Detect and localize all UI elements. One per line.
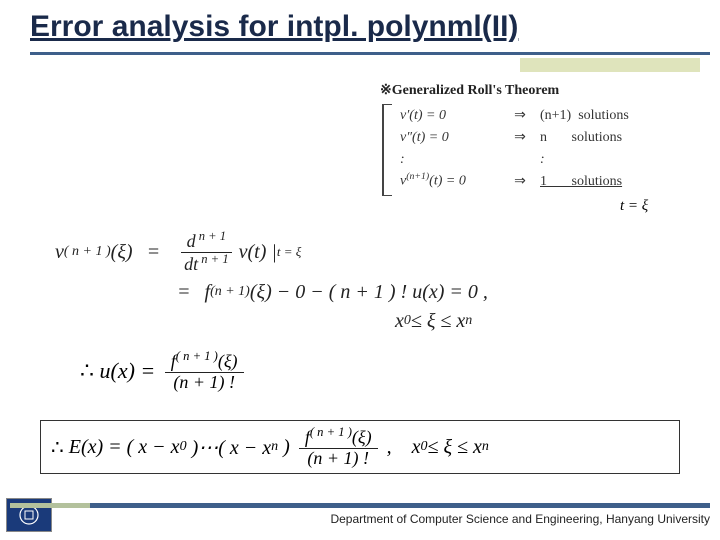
l3-sub0: 0 (404, 313, 411, 329)
rolls-eq-4-b: (t) = 0 (429, 174, 466, 189)
u-frac-den: (n + 1) ! (167, 373, 241, 393)
footer-text: Department of Computer Science and Engin… (330, 512, 710, 526)
res-lhs-a: E(x) = ( x − x (64, 436, 180, 459)
implies-arrow: ⇒ (500, 105, 540, 126)
l1-lhs-sup: ( n + 1 ) (64, 244, 111, 260)
derivation-main: v ( n + 1 ) (ξ) = d n + 1 dt n + 1 v(t) … (55, 230, 488, 339)
footer-accent (10, 503, 90, 508)
accent-decor (520, 58, 700, 72)
rolls-sol-3: : (540, 149, 680, 170)
rolls-eq-1: v′(t) = 0 (400, 105, 500, 126)
l1-lhs-a: v (55, 241, 64, 264)
rolls-row-1: v′(t) = 0 ⇒ (n+1) solutions (400, 104, 680, 126)
deriv-line-1: v ( n + 1 ) (ξ) = d n + 1 dt n + 1 v(t) … (55, 230, 488, 275)
deriv-line-3: x 0 ≤ ξ ≤ x n (395, 310, 488, 333)
result-box: ∴ E(x) = ( x − x 0 )⋯( x − x n ) f( n + … (40, 420, 680, 474)
rolls-sol-1: (n+1) solutions (540, 105, 680, 126)
rolls-sol-2: n solutions (540, 127, 680, 148)
res-frac: f( n + 1 )(ξ) (n + 1) ! (299, 426, 378, 469)
res-frac-num-b: (ξ) (352, 427, 372, 447)
res-frac-den: (n + 1) ! (301, 449, 375, 469)
l1-rhs: v(t) | (239, 241, 277, 264)
res-range-sub0: 0 (421, 439, 428, 455)
u-frac-num-sup: ( n + 1 ) (176, 349, 218, 363)
u-lhs: u(x) = (94, 358, 161, 384)
res-frac-num: f( n + 1 )(ξ) (299, 426, 378, 449)
therefore-sym: ∴ (80, 358, 94, 384)
eq-sign: = (147, 241, 161, 264)
l3-mid: ≤ ξ ≤ x (411, 310, 465, 333)
l1-sub: t = ξ (277, 244, 301, 260)
res-range-subn: n (482, 439, 489, 455)
rolls-theorem-header: ※Generalized Roll's Theorem (380, 82, 559, 99)
res-mid: )⋯( x − x (187, 435, 272, 460)
rolls-row-4: v(n+1)(t) = 0 ⇒ 1 solutions (400, 170, 680, 192)
res-sub0: 0 (180, 439, 187, 455)
res-therefore: ∴ (51, 435, 64, 460)
frac-den-a: dt (184, 254, 198, 274)
footer-bar: Department of Computer Science and Engin… (10, 503, 710, 528)
l1-frac: d n + 1 dt n + 1 (178, 230, 235, 275)
l2-rhs-b: (ξ) − 0 − ( n + 1 ) ! u(x) = 0 , (250, 281, 488, 304)
frac-den-sup: n + 1 (198, 252, 229, 266)
implies-arrow: ⇒ (500, 171, 540, 192)
left-bracket (382, 104, 392, 196)
res-close: ) (278, 436, 295, 459)
therefore-u-eq: ∴ u(x) = f( n + 1 )(ξ) (n + 1) ! (80, 350, 248, 393)
u-frac-num-b: (ξ) (218, 351, 238, 371)
rolls-eq-3: : (400, 149, 500, 170)
rolls-row-3: : : (400, 148, 680, 170)
rolls-foot: t = ξ (620, 198, 648, 215)
rolls-eq-2: v″(t) = 0 (400, 127, 500, 148)
title-bar: Error analysis for intpl. polynml(II) (30, 10, 710, 55)
res-range-mid: ≤ ξ ≤ x (428, 436, 482, 459)
l3-subn: n (465, 313, 472, 329)
l2-lhs: = (177, 281, 191, 304)
deriv-line-2: = f (n + 1) (ξ) − 0 − ( n + 1 ) ! u(x) =… (177, 281, 488, 304)
frac-num-sup: n + 1 (196, 229, 227, 243)
rolls-theorem-block: v′(t) = 0 ⇒ (n+1) solutions v″(t) = 0 ⇒ … (400, 104, 680, 192)
l3-a: x (395, 310, 404, 333)
page-title: Error analysis for intpl. polynml(II) (30, 10, 710, 44)
res-comma: , (382, 436, 412, 459)
l1-frac-den: dt n + 1 (178, 253, 235, 275)
res-range-a: x (412, 436, 421, 459)
l1-lhs-b: (ξ) (111, 241, 133, 264)
u-frac: f( n + 1 )(ξ) (n + 1) ! (165, 350, 244, 393)
l1-frac-num: d n + 1 (181, 230, 233, 253)
frac-num-a: d (187, 231, 196, 251)
u-frac-num: f( n + 1 )(ξ) (165, 350, 244, 373)
res-subn: n (271, 439, 278, 455)
res-frac-num-sup: ( n + 1 ) (310, 425, 352, 439)
rolls-row-2: v″(t) = 0 ⇒ n solutions (400, 126, 680, 148)
rolls-eq-4-sup: (n+1) (406, 171, 429, 182)
rolls-sol-4: 1 solutions (540, 171, 680, 192)
rolls-eq-4: v(n+1)(t) = 0 (400, 170, 500, 192)
implies-arrow: ⇒ (500, 127, 540, 148)
l2-rhs-sup: (n + 1) (210, 284, 250, 300)
